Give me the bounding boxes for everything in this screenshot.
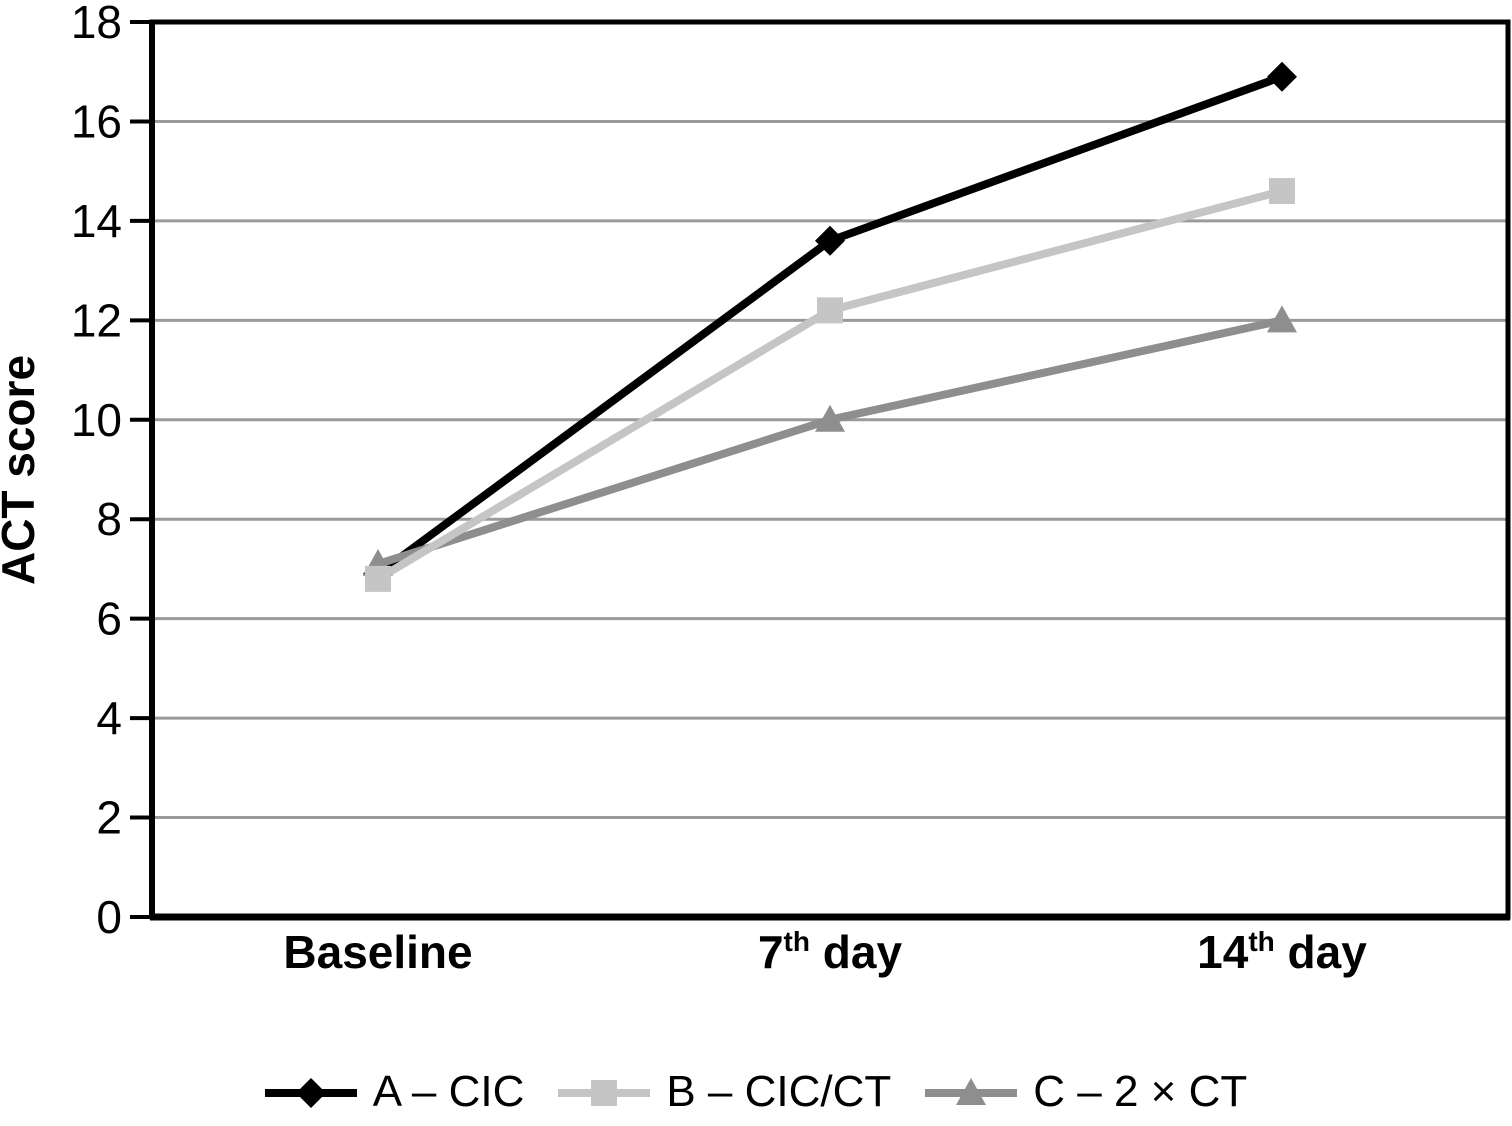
y-tick-label-18: 18 [71,0,122,48]
y-tick-label-6: 6 [96,593,122,645]
diamond-marker [295,1078,326,1108]
y-axis-ticks [130,20,152,919]
legend-item-c-2-ct: C – 2 × CT [925,1067,1247,1117]
diamond-marker [815,225,845,256]
y-tick-label-8: 8 [96,493,122,545]
plot-border [149,19,1511,920]
legend-swatch-diamond-icon [264,1078,357,1108]
series-b-cic-ct [365,178,1295,592]
series-a-cic [363,61,1297,589]
y-tick-label-2: 2 [96,792,122,844]
series-c-2-ct [363,305,1297,576]
y-tick-label-4: 4 [96,692,122,744]
legend-label: C – 2 × CT [1033,1067,1248,1116]
legend-item-a-cic: A – CIC [264,1067,525,1117]
y-tick-label-16: 16 [71,95,122,147]
y-tick-label-0: 0 [96,891,122,943]
x-label-14th-day: 14th day [1197,926,1367,978]
square-marker [817,297,843,324]
x-label-7th-day: 7th day [758,926,902,978]
y-axis-title: ACT score [0,355,44,585]
y-tick-label-12: 12 [71,294,122,346]
triangle-marker [815,404,845,432]
diamond-marker [1267,61,1297,92]
x-label-baseline: Baseline [283,926,472,978]
legend-label: A – CIC [372,1067,525,1116]
legend-label: B – CIC/CT [666,1067,892,1116]
legend-swatch-square-icon [558,1080,651,1106]
legend-item-b-cic-ct: B – CIC/CT [558,1067,891,1117]
chart-legend: A – CIC B – CIC/CT C – 2 × CT [0,1058,1512,1126]
triangle-marker [1267,305,1297,333]
y-axis-tick-labels: 0 2 4 6 8 10 12 14 16 18 [71,0,122,943]
y-tick-label-10: 10 [71,394,122,446]
y-tick-label-14: 14 [71,195,122,247]
legend-swatch-triangle-icon [925,1078,1018,1105]
square-marker [1269,178,1295,205]
series-line-c-2-ct [376,316,1283,568]
data-series [363,61,1297,592]
square-marker [365,565,391,592]
square-marker [591,1080,618,1106]
plot-frame [149,19,1511,921]
x-axis-category-labels: Baseline 7th day 14th day [283,926,1367,978]
triangle-marker [956,1078,987,1105]
